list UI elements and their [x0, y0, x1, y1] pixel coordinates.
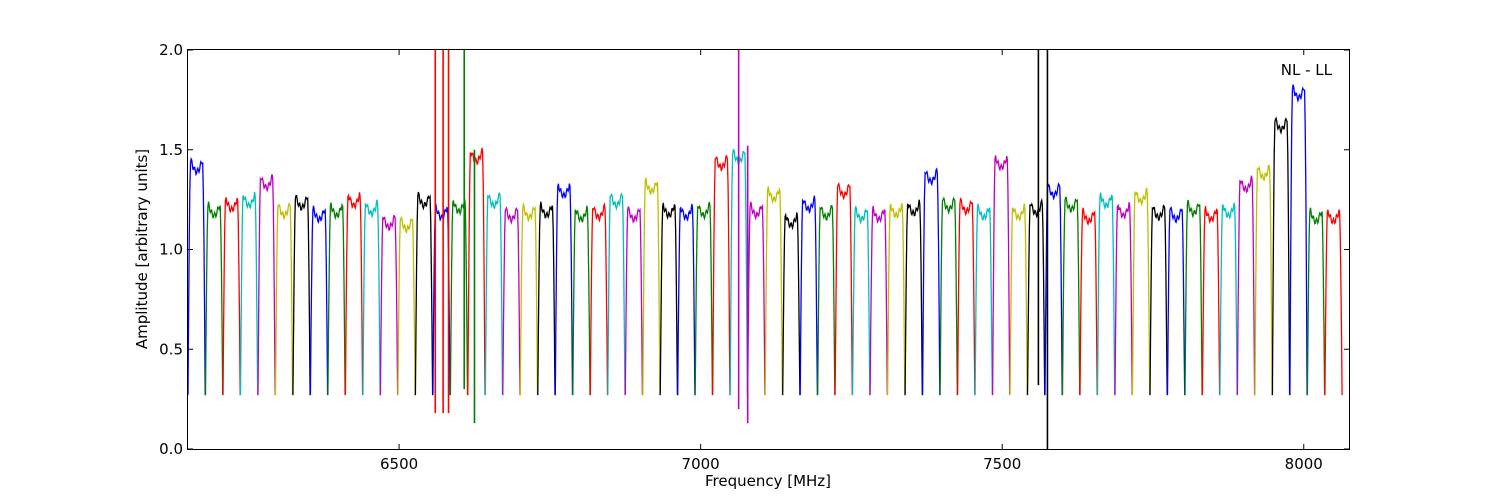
- channel-trace: [1026, 197, 1046, 396]
- channel-trace: [188, 156, 206, 396]
- channel-trace: [904, 199, 923, 396]
- channel-trace: [817, 204, 836, 396]
- channel-trace: [379, 214, 399, 396]
- channel-trace: [519, 202, 539, 396]
- channel-trace: [344, 192, 364, 396]
- channel-trace: [414, 191, 434, 396]
- channel-trace: [1254, 164, 1273, 396]
- channel-trace: [921, 167, 941, 396]
- channel-trace: [327, 202, 346, 396]
- channel-trace: [886, 203, 906, 396]
- channel-trace: [1166, 206, 1186, 396]
- channel-trace: [1236, 175, 1256, 396]
- channel-trace: [851, 206, 871, 396]
- channel-trace: [694, 201, 714, 396]
- channel-trace: [712, 154, 731, 396]
- channel-trace: [1149, 204, 1168, 396]
- channel-trace: [659, 202, 679, 396]
- channel-trace: [572, 205, 591, 396]
- channel-trace: [257, 174, 276, 396]
- channel-trace: [502, 206, 521, 396]
- channel-trace: [1114, 202, 1133, 396]
- channel-trace: [1009, 203, 1028, 396]
- channel-trace: [1096, 192, 1116, 396]
- channel-trace: [222, 197, 241, 396]
- channel-trace: [1184, 199, 1203, 396]
- x-tick-label: 7000: [682, 455, 720, 473]
- channel-trace: [869, 205, 888, 396]
- y-axis-ticks: 0.0 0.5 1.0 1.5 2.0: [159, 41, 1349, 458]
- channel-trace: [537, 201, 556, 396]
- channel-trace: [1271, 116, 1291, 396]
- y-tick-label: 0.0: [159, 440, 183, 458]
- x-axis-ticks: 6500 7000 7500 8000: [380, 50, 1323, 473]
- channel-trace: [1131, 187, 1151, 396]
- x-axis-label: Frequency [MHz]: [705, 472, 831, 490]
- channel-trace: [677, 203, 696, 396]
- channel-trace: [292, 194, 311, 396]
- y-axis-label: Amplitude [arbitrary units]: [133, 149, 151, 349]
- channel-trace: [1289, 84, 1308, 396]
- plot-area: [188, 50, 1343, 449]
- channel-trace: [834, 182, 853, 396]
- channel-trace: [799, 195, 819, 396]
- y-tick-label: 1.5: [159, 141, 183, 159]
- channel-trace: [239, 191, 259, 396]
- channel-trace: [782, 212, 801, 396]
- channel-trace: [589, 202, 609, 396]
- channel-trace: [204, 201, 224, 396]
- channel-trace: [764, 186, 784, 396]
- channel-trace: [624, 205, 644, 396]
- y-tick-label: 1.0: [159, 241, 183, 259]
- channel-trace: [274, 202, 294, 396]
- plot-frame: [187, 49, 1350, 450]
- channel-trace: [1061, 196, 1081, 396]
- y-tick-label: 2.0: [159, 41, 183, 59]
- channel-trace: [397, 216, 416, 396]
- channel-trace: [309, 205, 329, 396]
- channel-trace: [956, 197, 976, 396]
- channel-trace: [991, 155, 1011, 396]
- channel-trace: [642, 177, 661, 396]
- x-tick-label: 6500: [380, 455, 418, 473]
- channel-trace: [1306, 207, 1326, 396]
- channel-trace: [1079, 207, 1098, 396]
- x-tick-label: 8000: [1285, 455, 1323, 473]
- plot-annotation: NL - LL: [1281, 61, 1333, 79]
- channel-trace: [1201, 206, 1221, 396]
- channel-trace: [362, 199, 381, 396]
- y-tick-label: 0.5: [159, 340, 183, 358]
- channel-trace: [554, 183, 574, 396]
- channel-trace: [607, 192, 626, 396]
- x-tick-label: 7500: [983, 455, 1021, 473]
- channel-trace: [484, 192, 504, 396]
- channel-trace: [939, 196, 958, 396]
- channel-trace: [747, 201, 766, 396]
- channel-trace: [467, 147, 486, 396]
- channel-trace: [1219, 202, 1238, 396]
- channel-trace: [1324, 209, 1343, 396]
- channel-trace: [974, 203, 993, 396]
